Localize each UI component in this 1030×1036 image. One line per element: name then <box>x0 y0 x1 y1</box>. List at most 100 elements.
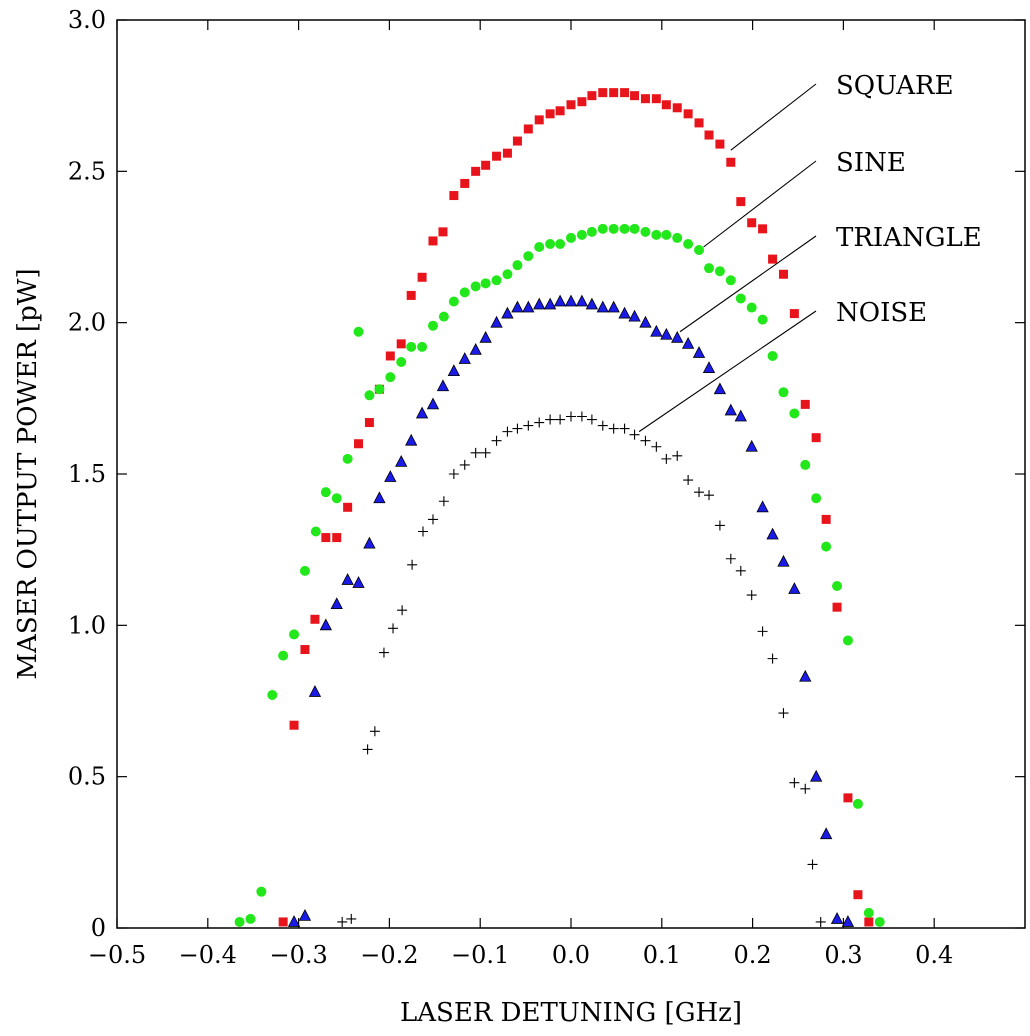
noise-point <box>337 916 348 927</box>
noise-point <box>651 441 662 452</box>
noise-point <box>619 423 630 434</box>
sine-point <box>245 913 256 924</box>
x-tick-label: −0.5 <box>88 941 146 969</box>
square-point <box>704 130 714 140</box>
square-point <box>417 272 427 282</box>
tick-labels: −0.5 −0.4 −0.3 −0.2 −0.1 0.0 0.1 0.2 0.3 0.4 0 0.5 1… <box>68 6 953 969</box>
sine-point <box>778 387 789 398</box>
sine-point <box>586 226 597 237</box>
noise-point <box>672 450 683 461</box>
square-point <box>747 218 757 228</box>
square-point <box>406 290 416 300</box>
sine-point <box>619 223 630 234</box>
triangle-point <box>384 470 397 482</box>
square-point <box>566 100 576 110</box>
noise-point <box>629 429 640 440</box>
square-point <box>651 94 661 104</box>
noise-point <box>757 626 768 637</box>
triangle-point <box>330 597 343 610</box>
square-point <box>512 136 522 146</box>
y-tick-label: 3.0 <box>68 6 106 34</box>
noise-point <box>661 453 672 464</box>
triangle-point <box>713 382 727 395</box>
sine-point <box>502 269 513 280</box>
sine-point <box>842 635 853 646</box>
square-point <box>354 439 364 449</box>
sine-point <box>597 223 608 234</box>
noise-point <box>694 487 705 498</box>
square-point <box>321 533 331 543</box>
leader-line-sine <box>703 160 817 248</box>
triangle-point <box>575 294 589 307</box>
series-triangle <box>287 294 855 927</box>
square-point <box>640 94 650 104</box>
noise-point <box>815 916 826 927</box>
triangle-point <box>543 297 557 310</box>
square-point <box>843 793 853 803</box>
sine-point <box>491 275 502 286</box>
y-tick-label: 1.0 <box>68 611 106 639</box>
square-point <box>598 88 608 98</box>
square-point <box>534 115 544 125</box>
noise-point <box>397 605 408 616</box>
sine-point <box>396 357 407 368</box>
series-labels: SQUARE SINE TRIANGLE NOISE <box>638 71 982 433</box>
noise-point <box>789 777 800 788</box>
sine-point <box>470 281 481 292</box>
triangle-point <box>287 915 301 927</box>
series-label-square: SQUARE <box>836 71 954 101</box>
noise-point <box>640 435 651 446</box>
square-point <box>545 109 555 119</box>
noise-point <box>608 423 619 434</box>
sine-point <box>512 260 523 271</box>
square-point <box>343 502 353 512</box>
square-point <box>481 160 491 170</box>
y-tick-label: 2.0 <box>68 309 106 337</box>
noise-point <box>502 426 513 437</box>
triangle-point <box>426 397 440 410</box>
sine-point <box>459 287 470 298</box>
sine-point <box>714 266 725 277</box>
triangle-point <box>607 300 620 313</box>
sine-point <box>448 296 459 307</box>
square-point <box>460 178 470 188</box>
noise-point <box>683 475 694 486</box>
series-layer <box>234 88 885 927</box>
triangle-point <box>458 352 471 364</box>
triangle-point <box>511 300 524 313</box>
noise-point <box>725 553 736 564</box>
noise-point <box>523 420 534 431</box>
sine-point <box>320 487 331 498</box>
triangle-point <box>308 685 322 697</box>
square-point <box>300 645 310 655</box>
triangle-point <box>522 300 535 313</box>
triangle-point <box>352 576 365 588</box>
triangle-point <box>341 573 354 585</box>
noise-point <box>459 459 470 470</box>
sine-point <box>555 238 566 249</box>
triangle-point <box>628 309 641 322</box>
square-point <box>768 254 778 264</box>
sine-point <box>427 320 438 331</box>
sine-point <box>661 229 672 240</box>
triangle-point <box>298 909 312 921</box>
x-tick-label: −0.3 <box>269 941 327 969</box>
sine-point <box>480 278 491 289</box>
x-tick-label: 0.3 <box>824 941 862 969</box>
noise-point <box>807 859 818 870</box>
sine-point <box>331 493 342 504</box>
square-point <box>726 157 736 167</box>
sine-point <box>746 302 757 313</box>
sine-point <box>789 408 800 419</box>
series-label-triangle: TRIANGLE <box>836 223 982 253</box>
sine-point <box>342 453 353 464</box>
noise-point <box>586 414 597 425</box>
noise-point <box>346 913 357 924</box>
sine-point <box>310 526 321 537</box>
triangle-point <box>553 294 567 307</box>
leader-line-square <box>730 83 817 151</box>
square-point <box>385 351 395 361</box>
sine-point <box>629 223 640 234</box>
sine-point <box>694 245 705 256</box>
sine-point <box>523 251 534 262</box>
